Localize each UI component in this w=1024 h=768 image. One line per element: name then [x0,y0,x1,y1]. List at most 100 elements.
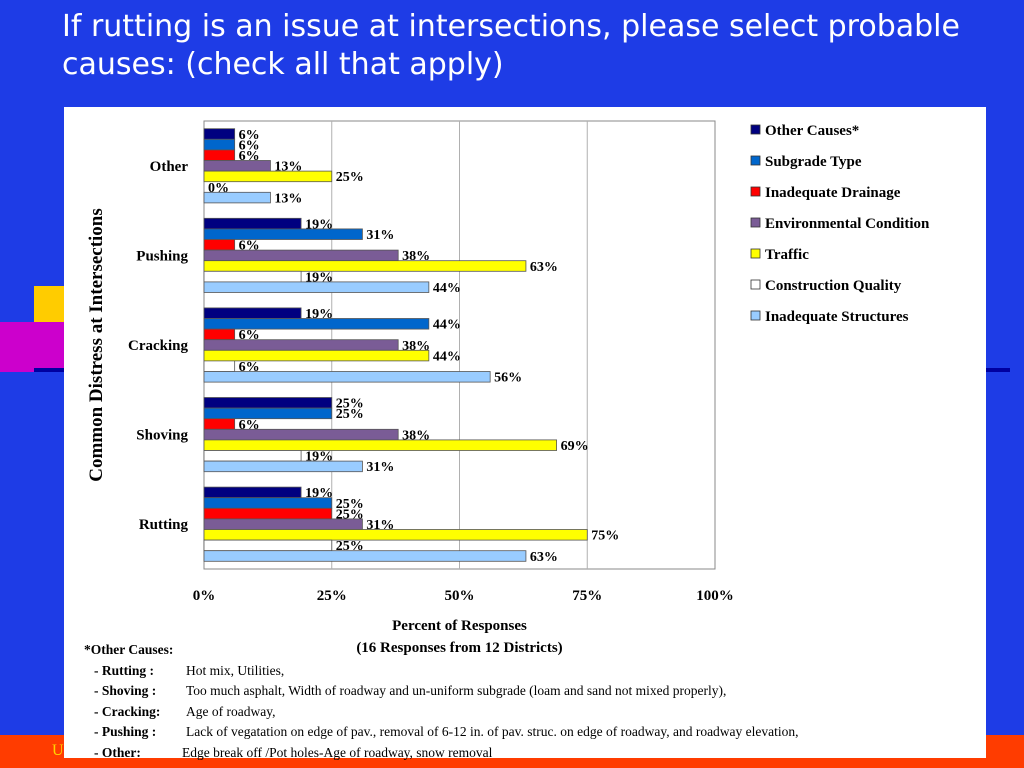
bar [203,450,302,462]
bar [203,270,302,283]
note-key: - Shoving : [94,683,157,698]
note-key: - Cracking: [94,703,161,719]
legend-label: Traffic [765,247,809,263]
slide-title: If rutting is an issue at intersections,… [62,9,960,82]
legend-label: Subgrade Type [765,154,862,170]
data-label: 63% [530,550,558,565]
data-label: 75% [591,529,619,544]
x-tick-label: 25% [317,588,347,604]
x-tick-label: 0% [193,588,216,604]
bar [203,460,363,473]
data-label: 25% [336,407,364,422]
category-label: Cracking [128,338,189,354]
legend-swatch [750,248,761,259]
bar [203,281,430,293]
data-label: 63% [530,260,558,275]
bar [203,349,430,362]
data-label: 6% [239,138,260,153]
bar [203,239,236,251]
bar [203,486,302,499]
x-tick-label: 75% [572,588,602,604]
footer-text: U [52,742,64,759]
note-row: - Shoving : Too much asphalt, Width of ro… [84,681,974,702]
deco-line-left [34,368,64,372]
legend-swatch [750,279,761,290]
bar [203,550,527,562]
bar [203,328,236,341]
note-text: Edge break off /Pot holes-Age of roadway… [182,744,493,760]
data-label: 44% [433,318,461,333]
data-label: 13% [274,191,302,206]
legend-label: Inadequate Drainage [765,185,901,201]
x-tick-label: 100% [696,588,734,604]
note-row: - Pushing : Lack of vegatation on edge of… [84,722,974,743]
note-key: - Pushing : [94,724,157,739]
bar [203,407,333,420]
note-row: - Rutting : Hot mix, Utilities, [84,661,974,682]
legend-swatch [750,155,761,166]
data-label: 31% [366,228,394,243]
bar [203,228,363,240]
note-text: Age of roadway, [186,703,276,719]
x-axis-label: Percent of Responses [392,618,527,634]
bar [203,191,271,204]
chart-panel: 0% 25% 50% 75% 100% 6% 6% 6% 13% 25% 0% 13% Other 19%… [64,107,986,760]
bar [203,249,399,262]
deco-magenta-block [0,322,64,372]
category-label: Pushing [136,248,188,264]
note-key: - Rutting : [94,662,154,678]
note-text: Hot mix, Utilities, [186,662,285,678]
note-row: - Cracking: Age of roadway, [84,702,974,723]
data-label: 25% [336,497,364,512]
bar [203,339,399,351]
note-key: - Other: [94,744,141,760]
legend-label: Construction Quality [765,278,902,294]
bar [203,360,236,372]
notes-heading: *Other Causes: [84,642,174,657]
bar [203,318,430,330]
data-label: 6% [239,128,260,143]
data-label: 25% [336,170,364,185]
data-label: 31% [366,460,394,475]
bar [203,217,302,230]
category-label: Rutting [139,517,189,533]
x-tick-label: 50% [445,588,475,604]
bar [203,539,333,552]
bar [203,260,527,272]
legend-swatch [750,310,761,321]
bar-chart: 0% 25% 50% 75% 100%6%6%6%13%25%0%13%Other19%… [86,120,930,656]
data-label: 44% [433,349,461,364]
bar [203,138,236,151]
deco-line-right [986,368,1010,372]
bar [203,497,333,509]
data-label: 44% [433,281,461,296]
bar [203,397,333,409]
legend-label: Environmental Condition [765,216,930,232]
bar [203,371,491,383]
data-label: 56% [494,371,522,386]
note-text: Too much asphalt, Width of roadway and u… [186,683,727,698]
y-axis-label: Common Distress at Intersections [86,208,107,482]
category-label: Shoving [136,428,188,444]
legend-swatch [750,124,761,135]
bar [203,518,363,530]
data-label: 69% [561,439,589,454]
bar [203,128,236,140]
bar [203,428,399,441]
legend-label: Other Causes* [765,123,859,139]
data-label: 25% [336,397,364,412]
legend-swatch [750,186,761,197]
category-label: Other [150,159,189,175]
bar [203,418,236,430]
note-row: - Other: Edge break off /Pot holes-Age of… [84,743,974,764]
bar [203,307,302,319]
x-axis-sublabel: (16 Responses from 12 Districts) [356,640,562,656]
other-causes-notes: *Other Causes: - Rutting : Hot mix, Utili… [84,640,974,763]
legend-swatch [750,217,761,228]
legend-label: Inadequate Structures [765,309,909,325]
bar [203,149,236,161]
bar [203,439,557,451]
bar [203,529,588,541]
bar [203,170,333,183]
bar [203,507,333,520]
